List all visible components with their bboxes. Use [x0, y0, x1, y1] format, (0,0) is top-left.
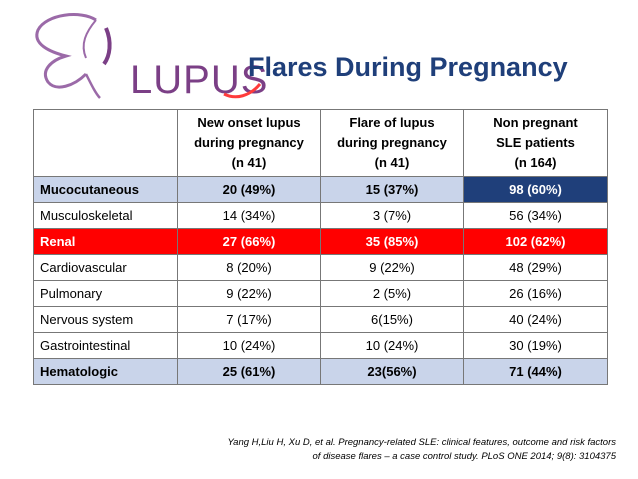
row-value: 102 (62%) — [463, 228, 608, 255]
row-category: Nervous system — [33, 306, 178, 333]
row-value: 15 (37%) — [320, 176, 464, 203]
table-row-mucocutaneous: Mucocutaneous 20 (49%) 15 (37%) 98 (60%) — [33, 176, 608, 203]
row-value: 7 (17%) — [177, 306, 321, 333]
row-value: 27 (66%) — [177, 228, 321, 255]
header-line: (n 164) — [514, 155, 557, 170]
header-line: (n 41) — [231, 155, 267, 170]
table-row-gastrointestinal: Gastrointestinal 10 (24%) 10 (24%) 30 (1… — [33, 332, 608, 359]
header-line: Non pregnant — [493, 115, 578, 130]
table-row-renal: Renal 27 (66%) 35 (85%) 102 (62%) — [33, 228, 608, 255]
header-line: Flare of lupus — [349, 115, 435, 130]
header-line: during pregnancy — [194, 135, 304, 150]
row-value: 9 (22%) — [177, 280, 321, 307]
row-value: 35 (85%) — [320, 228, 464, 255]
row-value: 40 (24%) — [463, 306, 608, 333]
table-row-pulmonary: Pulmonary 9 (22%) 2 (5%) 26 (16%) — [33, 280, 608, 307]
row-value: 25 (61%) — [177, 358, 321, 385]
table-row-hematologic: Hematologic 25 (61%) 23(56%) 71 (44%) — [33, 358, 608, 385]
row-value: 14 (34%) — [177, 202, 321, 229]
table-row-nervous-system: Nervous system 7 (17%) 6(15%) 40 (24%) — [33, 306, 608, 333]
butterfly-icon — [35, 13, 112, 99]
row-category: Musculoskeletal — [33, 202, 178, 229]
header-cell-flare: Flare of lupus during pregnancy (n 41) — [320, 109, 464, 177]
header-line: (n 41) — [374, 155, 410, 170]
header-row: New onset lupus during pregnancy (n 41) … — [33, 109, 608, 177]
header-line: New onset lupus — [197, 115, 301, 130]
header-cell-non-pregnant: Non pregnant SLE patients (n 164) — [463, 109, 608, 177]
row-value: 23(56%) — [320, 358, 464, 385]
row-value: 3 (7%) — [320, 202, 464, 229]
slide-title: Flares During Pregnancy — [248, 52, 568, 82]
row-category: Gastrointestinal — [33, 332, 178, 359]
flares-table: New onset lupus during pregnancy (n 41) … — [33, 109, 608, 385]
header-cell-empty — [33, 109, 178, 177]
row-value: 10 (24%) — [177, 332, 321, 359]
row-value: 98 (60%) — [463, 176, 608, 203]
lupus-logo: LUPUS — [26, 8, 267, 102]
row-value: 30 (19%) — [463, 332, 608, 359]
citation-line-2: of disease flares – a case control study… — [312, 451, 616, 462]
citation-line-1: Yang H,Liu H, Xu D, et al. Pregnancy-rel… — [227, 437, 616, 448]
row-value: 48 (29%) — [463, 254, 608, 281]
citation: Yang H,Liu H, Xu D, et al. Pregnancy-rel… — [176, 436, 616, 464]
logo-swoosh-icon — [223, 83, 262, 99]
row-value: 8 (20%) — [177, 254, 321, 281]
row-value: 56 (34%) — [463, 202, 608, 229]
row-category: Cardiovascular — [33, 254, 178, 281]
row-value: 26 (16%) — [463, 280, 608, 307]
row-value: 2 (5%) — [320, 280, 464, 307]
row-value: 71 (44%) — [463, 358, 608, 385]
row-category: Hematologic — [33, 358, 178, 385]
table-row-cardiovascular: Cardiovascular 8 (20%) 9 (22%) 48 (29%) — [33, 254, 608, 281]
table-row-musculoskeletal: Musculoskeletal 14 (34%) 3 (7%) 56 (34%) — [33, 202, 608, 229]
row-value: 20 (49%) — [177, 176, 321, 203]
row-value: 10 (24%) — [320, 332, 464, 359]
row-value: 9 (22%) — [320, 254, 464, 281]
header-cell-new-onset: New onset lupus during pregnancy (n 41) — [177, 109, 321, 177]
row-category: Mucocutaneous — [33, 176, 178, 203]
header-line: during pregnancy — [337, 135, 447, 150]
row-category: Renal — [33, 228, 178, 255]
header-line: SLE patients — [496, 135, 575, 150]
row-category: Pulmonary — [33, 280, 178, 307]
row-value: 6(15%) — [320, 306, 464, 333]
